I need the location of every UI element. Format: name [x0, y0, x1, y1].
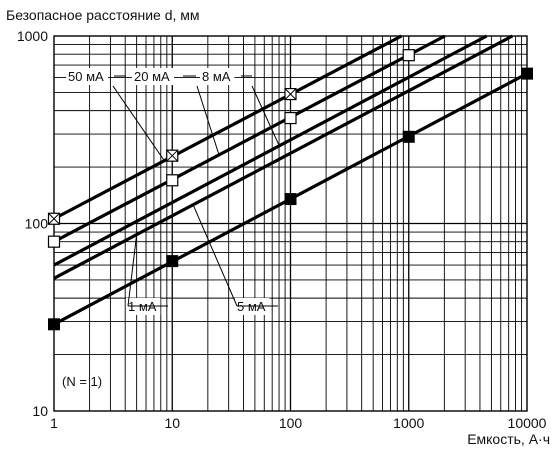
callout-leader	[127, 234, 138, 307]
note-annotation: (N = 1)	[62, 374, 102, 389]
callout-label: 8 мА	[202, 69, 231, 84]
series-line	[53, 34, 446, 244]
series-line	[53, 34, 403, 221]
data-point-cross	[284, 88, 297, 100]
callout-label-bg	[200, 68, 235, 85]
callout-leader	[196, 85, 220, 157]
callout-leader	[192, 204, 238, 307]
callout-label-bg	[132, 68, 174, 85]
y-tick-label: 100	[25, 216, 49, 232]
callout-label-bg	[66, 68, 108, 85]
data-point	[284, 193, 297, 206]
data-point-cross	[166, 149, 179, 162]
x-tick-label: 100	[279, 415, 303, 431]
data-point	[402, 49, 415, 62]
y-tick-label: 10	[32, 403, 48, 419]
data-point-cross	[48, 212, 60, 225]
data-point	[47, 235, 61, 248]
data-point	[166, 255, 179, 268]
x-tick-label: 10000	[508, 415, 547, 431]
data-point	[284, 111, 297, 125]
data-point	[521, 67, 533, 80]
legend-callouts: 50 мА 20 мА 8 мА1 мА 5 мА	[66, 68, 280, 315]
x-tick-label: 1	[50, 415, 58, 431]
series-line	[53, 34, 514, 280]
callout-leader	[251, 85, 280, 146]
series-layer	[47, 34, 533, 331]
data-point	[166, 174, 179, 187]
callout-label: 20 мА	[134, 69, 170, 84]
data-point	[48, 318, 60, 331]
x-tick-label: 1000	[393, 415, 424, 431]
x-axis-title: Емкость, А·ч	[467, 431, 550, 447]
data-point	[402, 130, 415, 143]
y-tick-label: 1000	[17, 28, 48, 44]
series-line	[53, 34, 488, 267]
x-tick-label: 10	[164, 415, 180, 431]
callout-leader	[112, 85, 165, 161]
grid	[54, 36, 527, 411]
callout-label: 50 мА	[68, 69, 104, 84]
y-axis-title: Безопасное расстояние d, мм	[6, 7, 200, 23]
